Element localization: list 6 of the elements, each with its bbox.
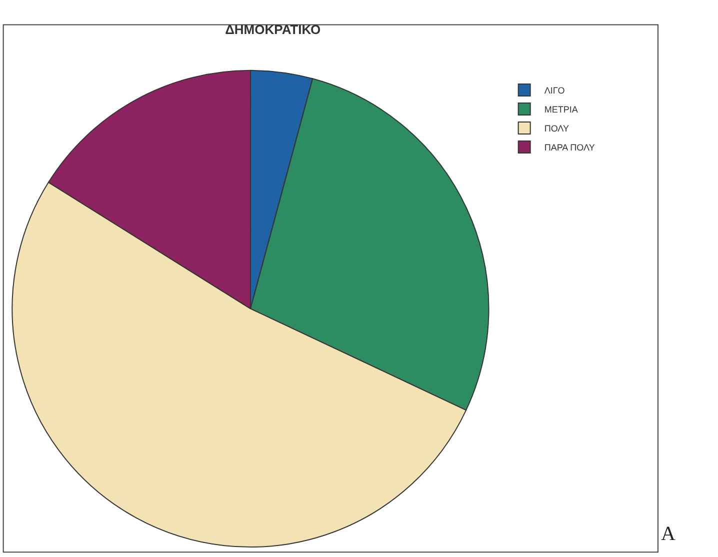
legend-label: ΠΟΛΥ [544, 124, 570, 134]
legend-label: ΠΑΡΑ ΠΟΛΥ [544, 142, 595, 152]
text: A [661, 523, 676, 545]
legend-label: ΛΙΓΟ [544, 86, 565, 96]
legend-label: ΜΕΤΡΙΑ [544, 104, 578, 114]
chart-title: ΔΗΜΟΚΡΑΤΙΚΟ [225, 22, 321, 38]
